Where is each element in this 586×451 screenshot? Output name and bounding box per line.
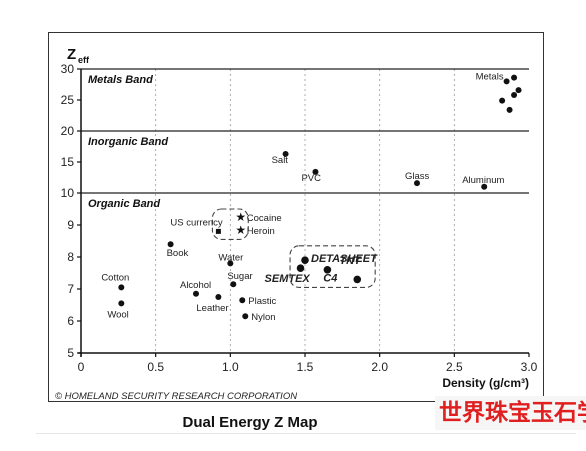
scatter-point xyxy=(312,168,319,175)
scatter-point xyxy=(353,275,362,284)
band-label: Metals Band xyxy=(88,74,153,86)
x-axis-label: Density (g/cm³) xyxy=(442,376,529,390)
scatter-point xyxy=(118,300,125,307)
scatter-point xyxy=(506,106,513,113)
band-label: Inorganic Band xyxy=(88,136,168,148)
footer-divider xyxy=(36,433,576,434)
y-axis-label-subscript: eff xyxy=(78,55,90,65)
scatter-point xyxy=(323,266,332,274)
credit-text: © HOMELAND SECURITY RESEARCH CORPORATION xyxy=(55,391,297,402)
x-tick-label: 3.0 xyxy=(521,360,538,374)
scatter-point xyxy=(192,290,199,297)
x-tick-label: 0 xyxy=(78,360,85,374)
scatter-point xyxy=(503,78,510,85)
scatter-point xyxy=(227,260,234,267)
x-tick-label: 1.5 xyxy=(297,360,314,374)
point-label: PVC xyxy=(301,173,321,184)
point-label: Leather xyxy=(196,303,228,314)
y-tick-label: 25 xyxy=(61,93,75,107)
scatter-point xyxy=(239,297,246,304)
point-label: Aluminum xyxy=(462,175,504,186)
y-tick-label: 7 xyxy=(67,282,74,296)
x-tick-label: 1.0 xyxy=(222,360,239,374)
point-label: Plastic xyxy=(248,296,276,307)
y-axis-label: Z xyxy=(67,46,76,63)
point-label: Cotton xyxy=(101,272,129,283)
scatter-point xyxy=(167,241,174,248)
band-label: Organic Band xyxy=(88,198,160,210)
scatter-point xyxy=(242,313,249,320)
y-tick-label: 9 xyxy=(67,218,74,232)
point-label: C4 xyxy=(323,272,337,284)
y-tick-label: 5 xyxy=(67,346,74,360)
x-tick-label: 0.5 xyxy=(147,360,164,374)
y-tick-label: 15 xyxy=(61,155,75,169)
y-tick-label: 30 xyxy=(61,62,75,76)
point-label: Heroin xyxy=(247,226,275,237)
scatter-point xyxy=(215,294,222,300)
scatter-point xyxy=(296,264,305,272)
point-label: TNT xyxy=(339,255,362,267)
y-tick-label: 20 xyxy=(61,124,75,138)
point-label: SEMTEX xyxy=(265,273,311,285)
explosives-box xyxy=(289,245,376,288)
scatter-point xyxy=(230,281,237,288)
narcotics-box xyxy=(211,208,249,240)
scatter-point xyxy=(515,87,522,94)
watermark-text: 世界珠宝玉石学院 xyxy=(435,396,586,430)
point-label: Nylon xyxy=(251,312,275,323)
y-tick-label: 6 xyxy=(67,314,74,328)
scatter-point xyxy=(499,97,506,104)
scatter-point xyxy=(414,180,420,187)
square-point xyxy=(215,228,221,234)
point-label: Cocaine xyxy=(247,213,282,224)
y-tick-label: 10 xyxy=(61,186,75,200)
y-tick-label: 8 xyxy=(67,250,74,264)
star-point: ★ xyxy=(235,210,246,224)
x-tick-label: 2.5 xyxy=(446,360,463,374)
point-label: Wool xyxy=(107,309,128,320)
x-tick-label: 2.0 xyxy=(371,360,388,374)
scatter-point xyxy=(301,256,309,264)
point-label: DETASHEET xyxy=(311,253,378,265)
star-point: ★ xyxy=(235,223,246,237)
point-label: Alcohol xyxy=(180,280,211,291)
point-label: Salt xyxy=(272,155,289,166)
scatter-point xyxy=(118,284,125,291)
point-label: US currency xyxy=(170,217,223,228)
chart-caption: Dual Energy Z Map xyxy=(182,414,318,431)
scatter-point xyxy=(282,150,289,157)
point-label: Sugar xyxy=(227,271,252,282)
point-label: Glass xyxy=(405,171,430,182)
scatter-point xyxy=(511,74,518,81)
zeff-density-chart: 5 6 7 8 9 10 15 20 25 30 0 0.5 1.0 1.5 2.0 2.5 3.0 Z eff De… xyxy=(55,46,538,402)
point-label: Book xyxy=(167,248,189,259)
point-label: Metals xyxy=(476,71,504,82)
scatter-point xyxy=(511,92,518,99)
scatter-point xyxy=(481,183,488,190)
point-label: Water xyxy=(218,252,243,263)
